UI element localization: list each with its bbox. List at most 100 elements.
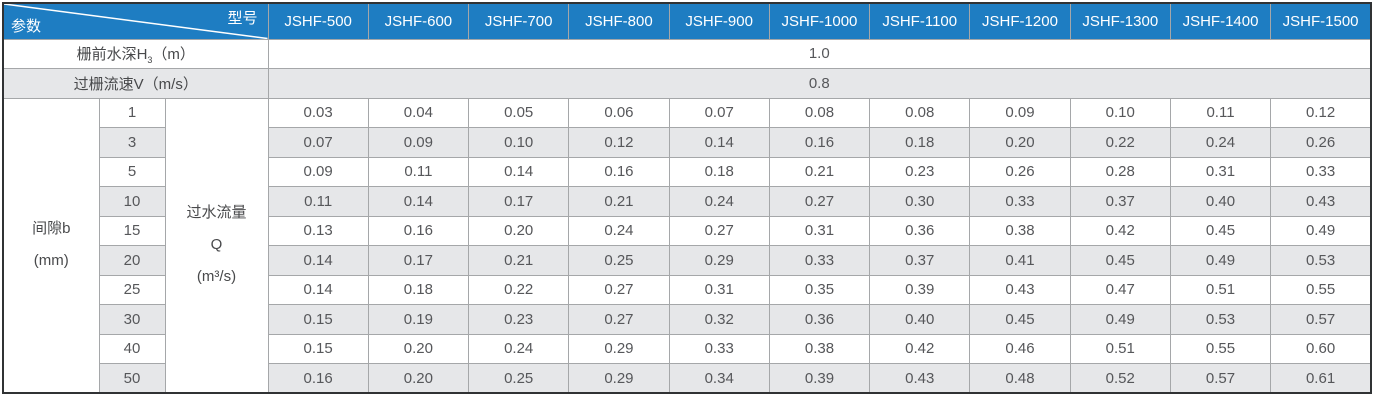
gap-value-cell: 30 (98, 304, 166, 335)
flow-value-cell: 0.14 (267, 274, 369, 305)
flow-value-cell: 0.40 (1169, 186, 1272, 217)
flow-value-cell: 0.06 (568, 97, 670, 128)
flow-value-cell: 0.19 (367, 304, 470, 335)
header-row: 参数 型号 JSHF-500 JSHF-600 JSHF-700 JSHF-800 JS… (2, 2, 1372, 40)
flow-value-cell: 0.61 (1270, 363, 1372, 394)
flow-value-cell: 0.60 (1270, 333, 1372, 364)
flow-value-cell: 0.20 (969, 127, 1071, 158)
flow-value-cell: 0.53 (1270, 245, 1372, 276)
flow-value-cell: 0.45 (1169, 215, 1272, 246)
flow-value-cell: 0.24 (668, 186, 770, 217)
gap-row: 10 0.11 0.14 0.17 0.21 0.24 0.27 0.30 0.33 0.37 0.… (3, 186, 1372, 217)
flow-value-cell: 0.32 (668, 304, 770, 335)
flow-value-cell: 0.45 (969, 304, 1071, 335)
flow-value-cell: 0.16 (267, 363, 369, 394)
flow-value-cell: 0.13 (267, 215, 369, 246)
flow-value-cell: 0.36 (768, 304, 871, 335)
gap-value-cell: 20 (98, 245, 166, 276)
flow-value-cell: 0.27 (768, 186, 871, 217)
flow-value-cell: 0.33 (768, 245, 871, 276)
gap-value-cell: 50 (98, 363, 166, 394)
water-depth-label: 栅前水深H3（m） (2, 38, 269, 69)
flow-value-cell: 0.49 (1270, 215, 1372, 246)
water-depth-row: 栅前水深H3（m） 1.0 (2, 38, 1372, 69)
model-header-cell: JSHF-800 (568, 2, 670, 40)
flow-value-cell: 0.33 (969, 186, 1071, 217)
flow-value-cell: 0.11 (367, 156, 470, 187)
gap-label-line1: 间隙b (32, 220, 71, 237)
flow-value-cell: 0.16 (768, 127, 871, 158)
flow-value-cell: 0.07 (668, 97, 770, 128)
flow-value-cell: 0.09 (969, 97, 1071, 128)
flow-value-cell: 0.20 (367, 333, 470, 364)
flow-value-cell: 0.36 (869, 215, 971, 246)
flow-value-cell: 0.45 (1069, 245, 1171, 276)
gap-row: 50 0.16 0.20 0.25 0.29 0.34 0.39 0.43 0.48 0.52 0.… (3, 363, 1372, 394)
model-header-cell: JSHF-900 (668, 2, 770, 40)
flow-value-cell: 0.29 (668, 245, 770, 276)
diagonal-header-cell: 参数 型号 (2, 2, 269, 40)
flow-value-cell: 0.39 (768, 363, 871, 394)
flow-value-cell: 0.26 (969, 156, 1071, 187)
flow-value-cell: 0.51 (1069, 333, 1171, 364)
flow-value-cell: 0.10 (1069, 97, 1171, 128)
flow-value-cell: 0.07 (267, 127, 369, 158)
gap-value-cell: 10 (98, 186, 166, 217)
model-header-cell: JSHF-500 (267, 2, 369, 40)
flow-value-cell: 0.37 (869, 245, 971, 276)
flow-label-line1: 过水流量 (186, 203, 247, 221)
gap-row: 25 0.14 0.18 0.22 0.27 0.31 0.35 0.39 0.43 0.47 0.… (3, 274, 1372, 305)
model-header-cell: JSHF-700 (468, 2, 570, 40)
flow-value-cell: 0.23 (468, 304, 570, 335)
flow-value-cell: 0.27 (568, 274, 670, 305)
gap-section-label: 间隙b (mm) (2, 97, 100, 394)
flow-value-cell: 0.20 (468, 215, 570, 246)
flow-value-cell: 0.31 (1169, 156, 1272, 187)
flow-value-cell: 0.17 (468, 186, 570, 217)
water-depth-subscript: 3 (147, 54, 153, 65)
flow-value-cell: 0.31 (668, 274, 770, 305)
flow-value-cell: 0.09 (367, 127, 470, 158)
spec-table: 参数 型号 JSHF-500 JSHF-600 JSHF-700 JSHF-800 JS… (2, 2, 1372, 394)
gap-value-cell: 1 (98, 97, 166, 128)
water-depth-value: 1.0 (267, 38, 1372, 69)
flow-value-cell: 0.08 (768, 97, 871, 128)
flow-value-cell: 0.21 (568, 186, 670, 217)
flow-value-cell: 0.08 (869, 97, 971, 128)
gap-row: 间隙b (mm) 1 过水流量 Q (m³/s) 0.03 0.04 0.05 0.06 0.07 0… (2, 97, 1372, 394)
flow-value-cell: 0.15 (267, 333, 369, 364)
flow-value-cell: 0.47 (1069, 274, 1171, 305)
flow-value-cell: 0.53 (1169, 304, 1272, 335)
flow-value-cell: 0.03 (267, 97, 369, 128)
flow-value-cell: 0.11 (267, 186, 369, 217)
model-header-cell: JSHF-600 (367, 2, 470, 40)
flow-value-cell: 0.26 (1270, 127, 1372, 158)
flow-value-cell: 0.31 (768, 215, 871, 246)
gap-row: 5 0.09 0.11 0.14 0.16 0.18 0.21 0.23 0.26 0.28 0.3… (3, 156, 1372, 187)
flow-value-cell: 0.57 (1270, 304, 1372, 335)
flow-value-cell: 0.43 (1270, 186, 1372, 217)
flow-value-cell: 0.12 (1270, 97, 1372, 128)
flow-value-cell: 0.55 (1169, 333, 1272, 364)
flow-value-cell: 0.14 (468, 156, 570, 187)
diagonal-line-icon (4, 4, 267, 38)
flow-value-cell: 0.55 (1270, 274, 1372, 305)
gap-row: 15 0.13 0.16 0.20 0.24 0.27 0.31 0.36 0.38 0.42 0.… (3, 215, 1372, 246)
spec-table-body: 栅前水深H3（m） 1.0 过栅流速V（m/s） 0.8 间隙b (mm) 1 过水流… (2, 38, 1372, 394)
velocity-row: 过栅流速V（m/s） 0.8 (2, 68, 1372, 99)
flow-value-cell: 0.42 (1069, 215, 1171, 246)
flow-value-cell: 0.18 (367, 274, 470, 305)
velocity-label: 过栅流速V（m/s） (2, 68, 269, 99)
flow-value-cell: 0.27 (568, 304, 670, 335)
flow-value-cell: 0.49 (1069, 304, 1171, 335)
flow-value-cell: 0.11 (1169, 97, 1272, 128)
flow-value-cell: 0.25 (468, 363, 570, 394)
flow-value-cell: 0.33 (668, 333, 770, 364)
gap-value-cell: 40 (98, 333, 166, 364)
flow-value-cell: 0.38 (768, 333, 871, 364)
flow-value-cell: 0.25 (568, 245, 670, 276)
flow-value-cell: 0.38 (969, 215, 1071, 246)
flow-value-cell: 0.33 (1270, 156, 1372, 187)
flow-value-cell: 0.17 (367, 245, 470, 276)
flow-value-cell: 0.46 (969, 333, 1071, 364)
